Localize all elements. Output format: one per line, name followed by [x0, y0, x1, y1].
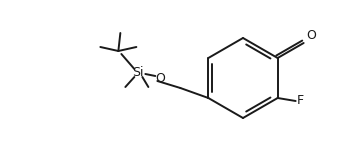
Text: F: F [297, 95, 304, 107]
Text: Si: Si [133, 66, 144, 80]
Text: O: O [155, 71, 165, 85]
Text: O: O [307, 29, 316, 42]
